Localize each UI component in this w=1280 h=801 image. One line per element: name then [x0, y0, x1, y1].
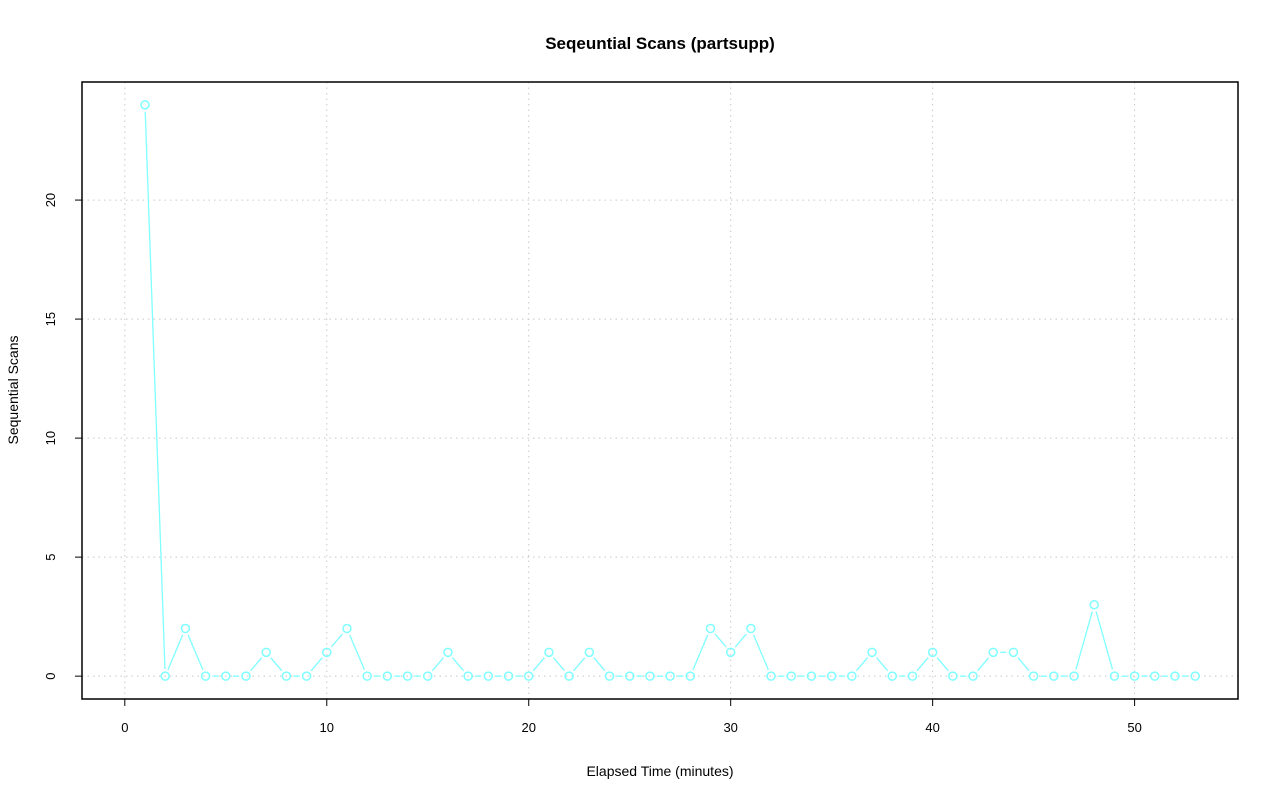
data-point — [422, 671, 433, 681]
data-point — [362, 671, 372, 681]
data-point — [968, 671, 978, 681]
series-segment — [349, 634, 366, 670]
data-point — [907, 671, 918, 681]
series-segment — [552, 657, 566, 672]
series-segment — [532, 657, 545, 672]
data-point — [180, 623, 191, 634]
data-point — [705, 623, 716, 634]
data-point — [322, 647, 332, 658]
data-point — [806, 671, 817, 681]
data-point — [584, 647, 595, 658]
y-tick-label: 0 — [43, 673, 58, 680]
data-point — [241, 671, 251, 681]
data-point — [826, 671, 837, 681]
data-point — [604, 671, 615, 681]
data-point — [1069, 671, 1079, 681]
y-tick-label: 15 — [43, 312, 58, 326]
data-point — [1008, 647, 1019, 658]
data-point — [463, 671, 473, 681]
data-point — [261, 647, 271, 658]
plot-border — [81, 81, 1239, 700]
data-point — [1089, 599, 1099, 610]
data-point — [766, 671, 776, 681]
series-segment — [916, 657, 929, 672]
series-segment — [270, 657, 283, 672]
series-segment — [734, 633, 747, 648]
series-segment — [573, 657, 586, 672]
data-point — [867, 647, 877, 658]
series-segment — [692, 634, 709, 670]
data-point — [301, 671, 312, 681]
data-point — [988, 647, 998, 658]
data-point — [786, 671, 797, 681]
data-point — [140, 100, 150, 110]
data-point — [887, 671, 898, 681]
data-point — [503, 671, 514, 681]
data-point — [281, 671, 292, 681]
chart-title: Seqeuntial Scans (partsupp) — [545, 34, 775, 53]
series-segment — [876, 657, 889, 672]
grid — [82, 82, 1238, 699]
data-point — [483, 671, 494, 681]
data-point — [927, 647, 938, 658]
data-point — [564, 671, 574, 681]
series-segment — [187, 634, 204, 670]
data-point — [645, 671, 655, 681]
data-point — [1028, 671, 1039, 681]
data-point — [948, 671, 958, 681]
data-point — [1109, 671, 1120, 681]
data-point — [221, 671, 231, 681]
series-segment — [753, 634, 769, 670]
data-point — [847, 671, 857, 681]
x-tick-label: 10 — [320, 720, 334, 735]
series-segment — [855, 657, 869, 672]
data-point — [665, 671, 675, 681]
data-point — [725, 647, 736, 658]
data-point — [443, 647, 453, 658]
series-segment — [431, 657, 444, 672]
data-point — [624, 671, 635, 681]
series-segment — [167, 634, 184, 670]
series-segment — [310, 657, 323, 672]
series-segment — [250, 657, 263, 672]
series-segment — [330, 633, 343, 648]
data-point — [1129, 671, 1140, 681]
y-axis-label: Sequential Scans — [5, 336, 21, 445]
data-point — [342, 623, 352, 634]
series-segment — [977, 657, 990, 672]
x-tick-label: 50 — [1127, 720, 1141, 735]
data-point — [544, 647, 554, 658]
data-point — [523, 671, 534, 681]
data-point — [1150, 671, 1160, 681]
x-axis-label: Elapsed Time (minutes) — [586, 763, 733, 779]
data-point — [1170, 671, 1180, 681]
series-segment — [144, 111, 166, 670]
data-point — [382, 671, 393, 681]
series-segment — [1017, 657, 1030, 672]
x-tick-label: 20 — [521, 720, 535, 735]
y-tick-label: 10 — [43, 431, 58, 445]
x-tick-label: 0 — [121, 720, 128, 735]
data-point — [402, 671, 413, 681]
series-segment — [714, 633, 727, 648]
data-point — [1190, 671, 1200, 681]
x-tick-label: 40 — [925, 720, 939, 735]
series-segment — [936, 657, 949, 672]
data-point — [160, 671, 170, 681]
series-segment — [593, 657, 606, 672]
series — [140, 100, 1200, 681]
series-segment — [1095, 611, 1114, 670]
x-tick-label: 30 — [723, 720, 737, 735]
data-point — [1049, 671, 1059, 681]
series-segment — [1075, 611, 1093, 670]
data-point — [746, 623, 756, 634]
data-point — [200, 671, 211, 681]
data-point — [685, 671, 696, 681]
y-tick-label: 20 — [43, 193, 58, 207]
y-tick-label: 5 — [43, 554, 58, 561]
series-segment — [451, 657, 465, 672]
